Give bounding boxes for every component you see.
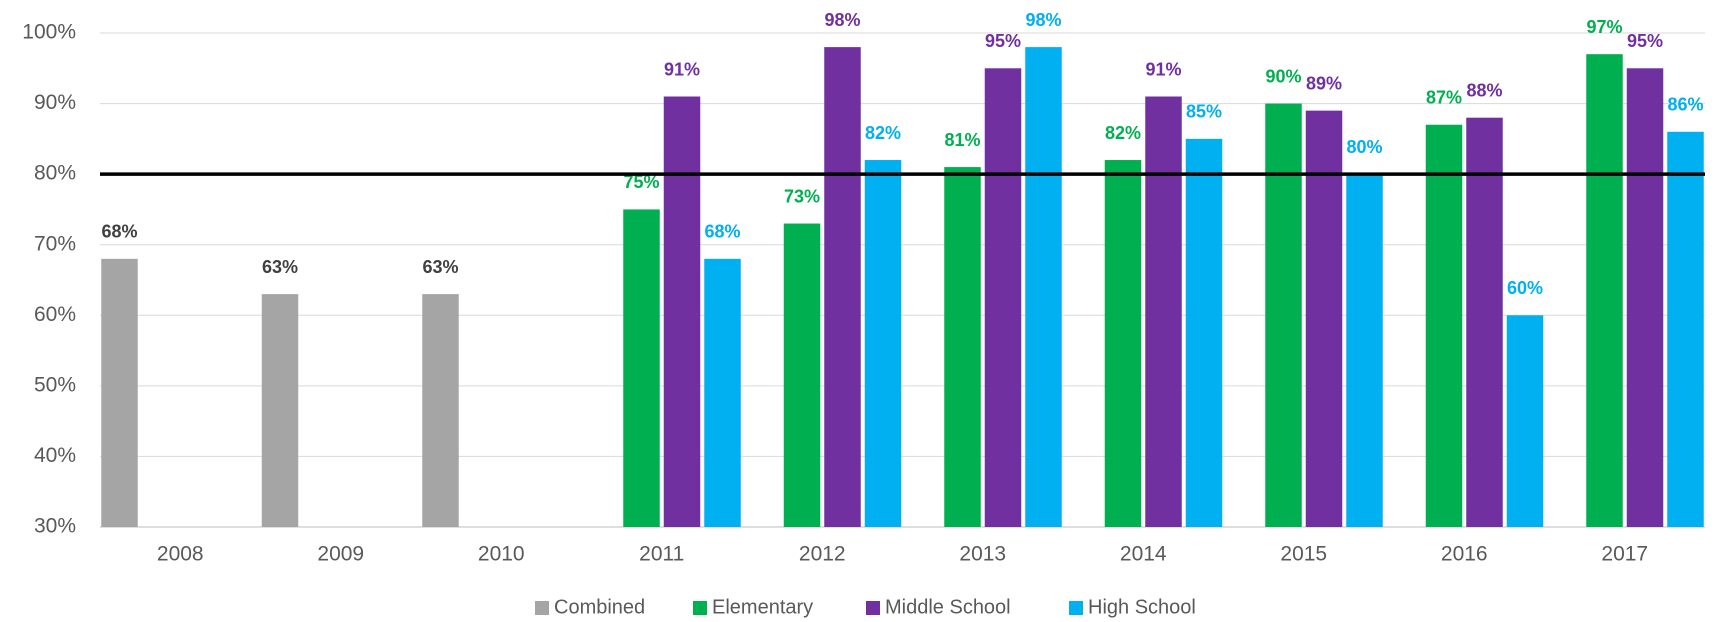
value-label: 95% (985, 31, 1021, 51)
bar (1305, 110, 1343, 527)
bar (1145, 96, 1182, 527)
x-tick-label: 2014 (1120, 543, 1167, 566)
y-tick-label: 60% (34, 303, 76, 326)
bar (1346, 174, 1383, 527)
bar (1185, 138, 1223, 527)
x-tick-label: 2012 (799, 543, 846, 566)
y-tick-label: 100% (22, 21, 76, 44)
value-label: 95% (1627, 31, 1663, 51)
legend-label: Middle School (885, 596, 1011, 618)
bar (824, 47, 861, 527)
x-tick-label: 2016 (1441, 543, 1488, 566)
value-label: 80% (1346, 137, 1382, 157)
value-label: 87% (1426, 87, 1462, 107)
value-label: 81% (944, 130, 980, 150)
value-label: 98% (824, 10, 860, 30)
bar (704, 258, 741, 527)
bar (944, 167, 981, 528)
value-label: 91% (664, 59, 700, 79)
legend-swatch (535, 601, 549, 615)
legend-swatch (1069, 601, 1083, 615)
x-tick-label: 2009 (317, 543, 364, 566)
value-label: 90% (1265, 66, 1301, 86)
value-label: 89% (1306, 73, 1342, 93)
value-label: 63% (422, 257, 458, 277)
value-label: 91% (1145, 59, 1181, 79)
x-tick-label: 2011 (639, 543, 684, 566)
value-label: 68% (704, 222, 740, 242)
bar (1025, 47, 1062, 527)
y-tick-label: 90% (34, 91, 76, 114)
value-label: 82% (865, 123, 901, 143)
legend-label: Combined (554, 596, 645, 618)
bar (663, 96, 701, 527)
bar (261, 294, 299, 527)
legend-swatch (693, 601, 707, 615)
y-tick-label: 70% (34, 232, 76, 255)
y-tick-label: 30% (34, 515, 76, 538)
value-label: 85% (1186, 102, 1222, 122)
value-label: 82% (1105, 123, 1141, 143)
value-label: 97% (1586, 17, 1622, 37)
x-tick-label: 2010 (478, 543, 525, 566)
bar (623, 209, 660, 527)
value-label: 68% (101, 222, 137, 242)
x-tick-label: 2013 (959, 543, 1006, 566)
x-tick-label: 2015 (1280, 543, 1327, 566)
bar (783, 223, 821, 528)
bar (1586, 54, 1623, 528)
legend-label: Elementary (712, 596, 813, 618)
value-label: 63% (262, 257, 298, 277)
value-label: 86% (1667, 95, 1703, 115)
legend-label: High School (1088, 596, 1196, 618)
bar (864, 160, 902, 527)
value-label: 88% (1466, 80, 1502, 100)
value-label: 75% (623, 172, 659, 192)
x-tick-label: 2008 (157, 543, 204, 566)
bar (1506, 315, 1544, 527)
y-tick-label: 80% (34, 162, 76, 185)
x-tick-label: 2017 (1601, 543, 1648, 566)
bar (1265, 103, 1302, 528)
legend-swatch (866, 601, 880, 615)
bar (1626, 68, 1664, 528)
bar (101, 258, 138, 527)
bar (1104, 160, 1142, 527)
y-tick-label: 40% (34, 444, 76, 467)
bar (1466, 117, 1503, 527)
value-label: 73% (784, 186, 820, 206)
bar (1667, 131, 1704, 528)
value-label: 98% (1025, 10, 1061, 30)
bar (984, 68, 1022, 528)
value-label: 60% (1507, 278, 1543, 298)
bar (1425, 124, 1463, 527)
y-tick-label: 50% (34, 373, 76, 396)
bar (422, 294, 459, 527)
